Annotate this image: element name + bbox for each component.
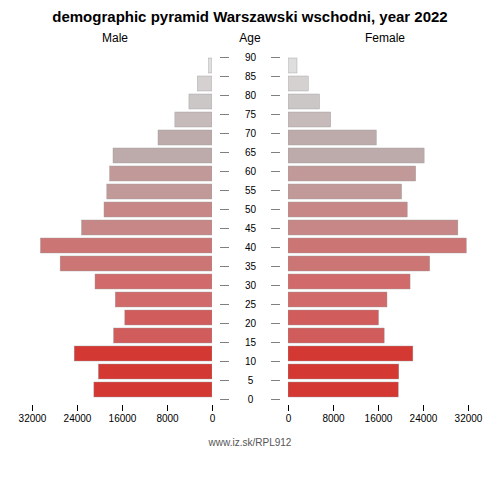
svg-text:65: 65: [245, 147, 257, 158]
svg-text:0: 0: [210, 413, 216, 424]
svg-text:5: 5: [248, 375, 254, 386]
svg-text:10: 10: [245, 356, 257, 367]
svg-text:0: 0: [286, 413, 292, 424]
svg-text:60: 60: [245, 166, 257, 177]
html-text:www.iz.sk/RPL912: www.iz.sk/RPL912: [208, 437, 292, 448]
html-text:demographic pyramid Warszawski: demographic pyramid Warszawski wschodni,…: [52, 8, 448, 25]
svg-text:70: 70: [245, 128, 257, 139]
svg-text:25: 25: [245, 299, 257, 310]
svg-text:24000: 24000: [64, 413, 92, 424]
svg-text:16000: 16000: [365, 413, 393, 424]
html-text:Male: Male: [102, 31, 128, 45]
html-text:Female: Female: [365, 31, 405, 45]
svg-text:32000: 32000: [455, 413, 483, 424]
svg-text:16000: 16000: [109, 413, 137, 424]
svg-text:35: 35: [245, 261, 257, 272]
svg-text:90: 90: [245, 52, 257, 63]
html-text:Age: Age: [239, 31, 261, 45]
svg-text:50: 50: [245, 204, 257, 215]
svg-text:20: 20: [245, 318, 257, 329]
svg-text:15: 15: [245, 337, 257, 348]
svg-text:85: 85: [245, 71, 257, 82]
svg-text:80: 80: [245, 90, 257, 101]
svg-text:55: 55: [245, 185, 257, 196]
svg-text:8000: 8000: [156, 413, 179, 424]
svg-text:40: 40: [245, 242, 257, 253]
svg-text:8000: 8000: [322, 413, 345, 424]
svg-text:75: 75: [245, 109, 257, 120]
svg-text:30: 30: [245, 280, 257, 291]
svg-text:45: 45: [245, 223, 257, 234]
svg-text:0: 0: [248, 394, 254, 405]
svg-text:24000: 24000: [410, 413, 438, 424]
svg-text:32000: 32000: [19, 413, 47, 424]
